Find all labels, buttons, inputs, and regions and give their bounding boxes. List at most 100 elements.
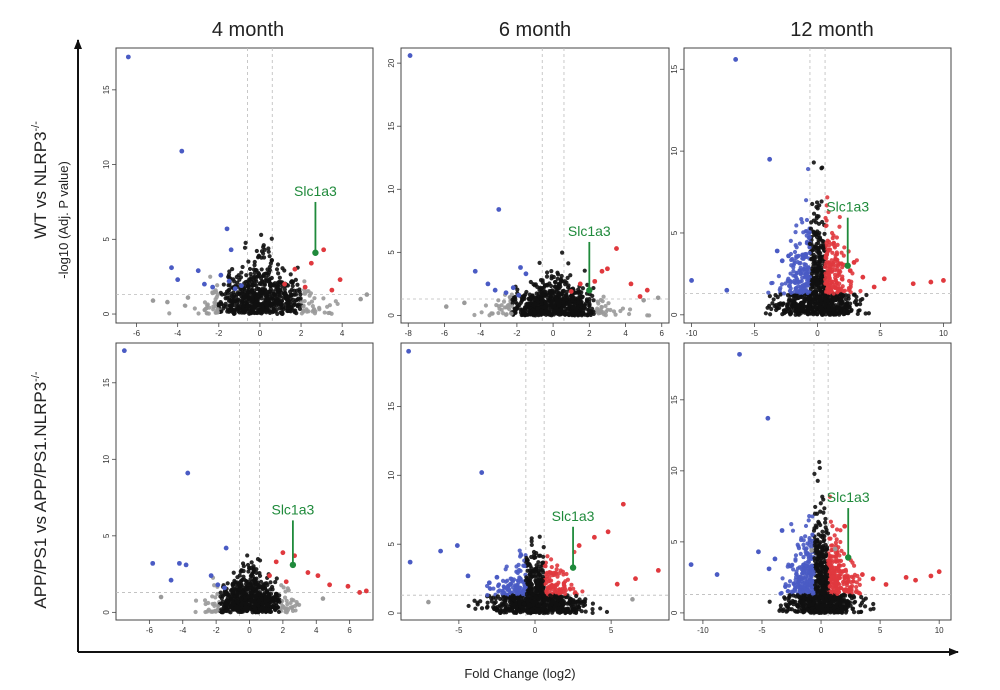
gene-point bbox=[193, 598, 199, 603]
gene-point bbox=[799, 216, 804, 222]
gene-point bbox=[810, 307, 815, 312]
gene-point bbox=[274, 296, 280, 301]
x-tick-label: -6 bbox=[146, 626, 154, 635]
y-tick-label: 10 bbox=[102, 454, 111, 463]
gene-point bbox=[579, 609, 584, 614]
gene-point bbox=[267, 295, 273, 300]
gene-point bbox=[769, 281, 774, 286]
gene-point bbox=[252, 263, 257, 268]
gene-point bbox=[801, 230, 806, 235]
x-tick-label: 6 bbox=[660, 329, 665, 338]
up-regulated-point bbox=[941, 278, 946, 283]
gene-point bbox=[268, 281, 273, 286]
y-tick-label: 5 bbox=[102, 237, 111, 242]
gene-point bbox=[559, 278, 564, 283]
gene-point bbox=[526, 602, 532, 607]
gene-point bbox=[548, 291, 554, 296]
gene-point bbox=[545, 554, 550, 559]
gene-point bbox=[842, 575, 847, 580]
gene-point bbox=[778, 301, 783, 306]
gene-point bbox=[234, 300, 240, 305]
y-tick-label: 20 bbox=[387, 58, 396, 67]
gene-point bbox=[505, 606, 511, 611]
gene-point bbox=[193, 609, 198, 615]
gene-point bbox=[490, 311, 495, 316]
gene-point bbox=[495, 594, 500, 599]
y-tick-label: 15 bbox=[102, 85, 111, 94]
gene-point bbox=[223, 304, 228, 309]
gene-point bbox=[565, 577, 571, 582]
gene-point bbox=[182, 303, 187, 308]
gene-point bbox=[312, 296, 317, 301]
gene-point bbox=[858, 302, 863, 307]
gene-point bbox=[852, 599, 858, 604]
slc1a3-label: Slc1a3 bbox=[568, 223, 611, 239]
gene-point bbox=[863, 311, 868, 316]
gene-point bbox=[810, 271, 815, 276]
gene-point bbox=[819, 166, 824, 171]
x-tick-label: 4 bbox=[314, 626, 319, 635]
gene-point bbox=[541, 545, 546, 550]
gene-point bbox=[275, 288, 280, 293]
gene-point bbox=[247, 311, 252, 316]
gene-point bbox=[565, 275, 570, 280]
gene-point bbox=[541, 604, 546, 609]
gene-point bbox=[239, 310, 244, 315]
x-tick-label: -4 bbox=[174, 329, 182, 338]
gene-point bbox=[788, 271, 793, 276]
gene-point bbox=[794, 223, 799, 228]
gene-point bbox=[790, 528, 796, 533]
slc1a3-point bbox=[289, 561, 297, 569]
gene-point bbox=[511, 610, 517, 615]
y-tick-label: 5 bbox=[670, 539, 679, 544]
gene-point bbox=[830, 250, 835, 255]
gene-point bbox=[837, 214, 842, 220]
gene-point bbox=[591, 309, 596, 314]
gene-point bbox=[239, 270, 244, 275]
gene-point bbox=[574, 593, 579, 599]
gene-point bbox=[804, 217, 810, 223]
gene-point bbox=[297, 602, 302, 607]
gene-point bbox=[309, 299, 315, 304]
down-regulated-point bbox=[779, 258, 785, 264]
gene-point bbox=[283, 292, 288, 297]
y-tick-label: 0 bbox=[670, 312, 679, 317]
gene-point bbox=[834, 235, 839, 240]
gene-point bbox=[611, 309, 617, 314]
down-regulated-point bbox=[454, 543, 460, 548]
gene-point bbox=[512, 296, 517, 301]
gene-point bbox=[479, 606, 485, 611]
x-tick-label: -5 bbox=[758, 626, 766, 635]
x-tick-label: 2 bbox=[587, 329, 592, 338]
up-regulated-point bbox=[282, 281, 287, 287]
gene-point bbox=[254, 283, 259, 288]
gene-point bbox=[835, 242, 840, 247]
gene-point bbox=[272, 607, 278, 612]
down-regulated-point bbox=[169, 265, 174, 271]
gene-point bbox=[559, 590, 564, 595]
gene-point bbox=[472, 598, 477, 603]
gene-point bbox=[830, 523, 835, 529]
gene-point bbox=[322, 310, 327, 315]
gene-point bbox=[775, 295, 780, 300]
gene-point bbox=[487, 586, 492, 591]
gene-point bbox=[292, 292, 297, 297]
gene-point bbox=[840, 284, 845, 289]
gene-point bbox=[266, 289, 272, 295]
gene-point bbox=[823, 223, 828, 229]
gene-point bbox=[270, 309, 275, 314]
gene-point bbox=[523, 309, 528, 314]
gene-point bbox=[516, 590, 521, 596]
up-regulated-point bbox=[267, 573, 272, 579]
gene-point bbox=[581, 311, 586, 316]
gene-point bbox=[785, 302, 790, 307]
gene-point bbox=[814, 274, 819, 279]
gene-point bbox=[215, 307, 220, 312]
gene-point bbox=[266, 270, 272, 275]
gene-point bbox=[765, 305, 770, 310]
gene-point bbox=[281, 305, 286, 310]
gene-point bbox=[491, 586, 496, 591]
up-regulated-point bbox=[327, 582, 333, 588]
x-tick-label: 0 bbox=[815, 329, 820, 338]
gene-point bbox=[544, 590, 549, 595]
